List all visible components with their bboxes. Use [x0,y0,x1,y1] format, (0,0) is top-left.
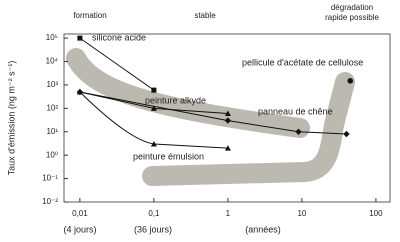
band [66,48,310,138]
y-tick-label: 10⁵ [46,33,58,42]
series-label: silicone acide [92,32,146,42]
marker [295,128,302,135]
plot-frame [63,33,391,203]
x-tick-label: 1 [226,209,231,218]
phase-label: dégradation [331,3,373,12]
y-tick-label: 10⁴ [46,57,59,66]
marker [151,87,157,93]
marker [224,110,231,117]
x-tick-label: 100 [369,209,383,218]
phase-label: stable [194,11,216,20]
y-tick-label: 10³ [46,80,58,89]
x-sublabel: (4 jours) [63,224,96,234]
series-line [79,37,155,91]
series-label: peinture émulsion [133,151,204,161]
series-label: peinture alkyde [145,95,206,105]
marker [224,117,232,124]
series-line [79,91,347,135]
y-tick-label: 10² [46,103,58,112]
x-tick-label: 0,01 [72,209,88,218]
marker [224,145,231,151]
y-axis-label: Taux d'émission (ng m⁻² s⁻¹) [6,61,16,176]
series-label: pellicule d'acétate de cellulose [242,57,363,67]
marker [77,35,83,41]
x-tick-label: 10 [297,209,306,218]
y-tick-label: 10⁰ [46,150,58,159]
x-sublabel: (36 jours) [134,224,172,234]
marker [347,78,354,84]
x-sublabel: (années) [245,224,281,234]
y-tick-label: 10⁻¹ [42,174,58,183]
marker [343,130,350,138]
series-label: panneau de chêne [258,106,333,116]
band [142,72,355,186]
phase-label: formation [73,11,106,20]
marker [150,105,157,111]
marker [76,88,83,95]
x-tick-label: 0,1 [148,209,160,218]
y-tick-label: 10¹ [46,127,58,136]
y-tick-label: 10⁻² [42,197,58,206]
marker [150,141,157,147]
phase-label: rapide possible [325,13,379,22]
